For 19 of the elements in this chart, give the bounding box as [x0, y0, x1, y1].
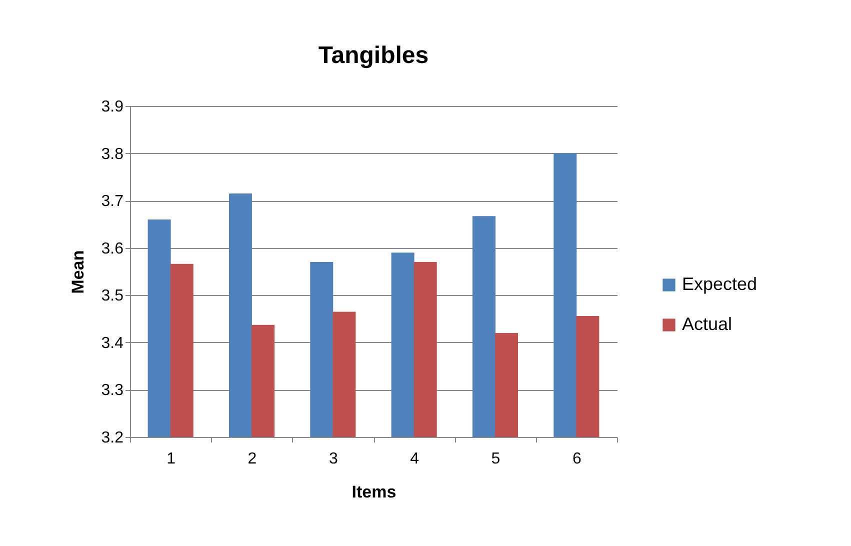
y-axis-title: Mean: [68, 250, 88, 294]
y-tick-label: 3.7: [101, 193, 124, 210]
y-tick-label: 3.8: [101, 146, 124, 163]
x-tick-label: 2: [248, 450, 257, 468]
legend-label: Actual: [682, 314, 732, 334]
legend-label: Expected: [682, 274, 758, 294]
y-tick-label: 3.2: [101, 430, 124, 446]
y-tick-label: 3.6: [101, 240, 124, 258]
x-tick-label: 3: [328, 450, 338, 468]
chart-title: Tangibles: [318, 42, 429, 69]
x-tick-label: 1: [166, 450, 176, 468]
y-tick-label: 3.9: [101, 98, 124, 116]
y-tick-label: 3.3: [101, 382, 124, 400]
y-tick-label: 3.5: [101, 288, 124, 305]
y-tick-label: 3.4: [101, 334, 124, 352]
x-tick-label: 6: [572, 450, 582, 468]
x-tick-label: 4: [410, 450, 420, 468]
x-axis-title: Items: [352, 482, 396, 502]
x-tick-label: 5: [491, 450, 500, 468]
